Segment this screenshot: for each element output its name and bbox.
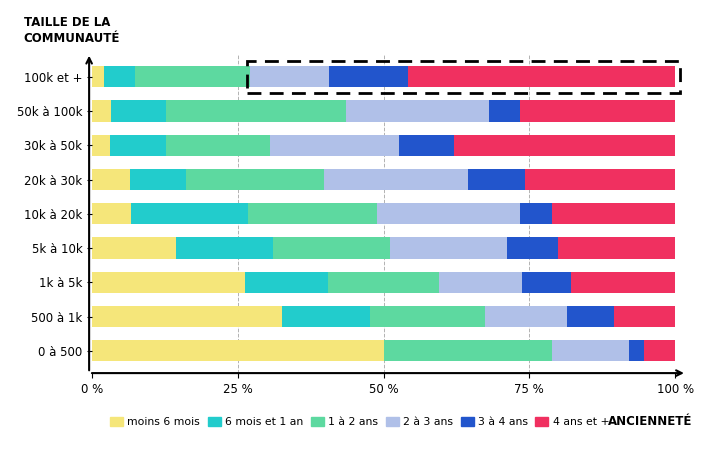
Bar xyxy=(110,101,166,122)
Bar xyxy=(328,272,439,293)
Bar xyxy=(92,169,130,190)
Bar xyxy=(245,272,328,293)
Bar xyxy=(130,169,186,190)
Bar xyxy=(166,101,346,122)
Bar xyxy=(399,135,454,156)
Bar xyxy=(166,135,270,156)
Bar xyxy=(507,238,559,259)
Bar xyxy=(110,135,166,156)
Bar xyxy=(408,66,675,87)
Bar xyxy=(104,66,135,87)
Bar xyxy=(390,238,507,259)
Bar xyxy=(614,306,675,327)
Bar xyxy=(377,203,520,224)
Bar xyxy=(92,238,176,259)
Bar xyxy=(523,272,571,293)
Bar xyxy=(92,272,245,293)
Bar xyxy=(92,66,104,87)
Bar xyxy=(520,101,675,122)
Bar xyxy=(384,340,552,361)
Bar xyxy=(566,306,614,327)
Bar xyxy=(454,135,675,156)
Bar xyxy=(485,306,566,327)
Bar xyxy=(176,238,273,259)
Bar xyxy=(135,66,250,87)
Text: TAILLE DE LA
COMMUNAUTÉ: TAILLE DE LA COMMUNAUTÉ xyxy=(23,16,120,46)
Bar xyxy=(131,203,248,224)
Bar xyxy=(270,135,399,156)
Bar xyxy=(468,169,525,190)
Bar xyxy=(92,203,131,224)
Bar xyxy=(525,169,675,190)
Bar xyxy=(92,340,384,361)
Bar xyxy=(489,101,520,122)
Bar xyxy=(552,340,629,361)
Bar xyxy=(250,66,329,87)
Bar xyxy=(346,101,489,122)
Bar xyxy=(273,238,390,259)
Bar xyxy=(329,66,408,87)
Bar xyxy=(248,203,377,224)
Bar xyxy=(520,203,552,224)
Legend: moins 6 mois, 6 mois et 1 an, 1 à 2 ans, 2 à 3 ans, 3 à 4 ans, 4 ans et +: moins 6 mois, 6 mois et 1 an, 1 à 2 ans,… xyxy=(110,417,610,427)
Bar xyxy=(370,306,485,327)
Bar xyxy=(571,272,675,293)
Bar xyxy=(92,101,110,122)
Bar xyxy=(186,169,324,190)
Bar xyxy=(92,306,282,327)
Bar xyxy=(559,238,675,259)
Bar xyxy=(324,169,468,190)
Bar xyxy=(439,272,523,293)
Bar xyxy=(552,203,675,224)
Bar xyxy=(92,135,110,156)
Bar xyxy=(644,340,675,361)
Bar xyxy=(629,340,644,361)
Text: ANCIENNETÉ: ANCIENNETÉ xyxy=(608,415,692,428)
Bar xyxy=(282,306,370,327)
